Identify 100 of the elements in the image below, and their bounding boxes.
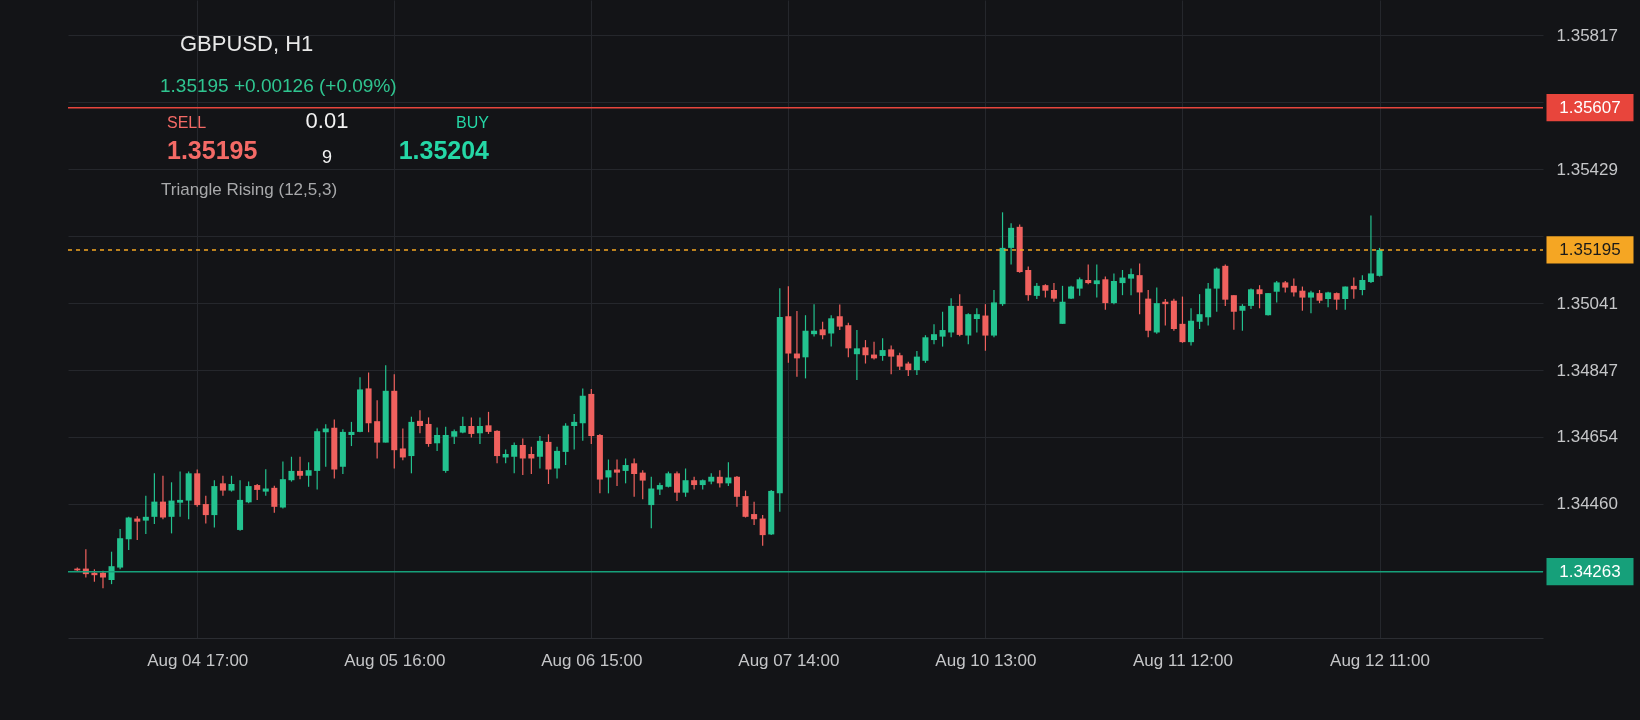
candlestick	[1265, 292, 1272, 317]
candlestick	[1093, 263, 1100, 299]
x-tick-label: Aug 06 15:00	[541, 650, 643, 670]
ref-line-label: 1.34263	[1559, 561, 1621, 581]
candlestick	[159, 475, 166, 520]
annotation: 9	[321, 147, 333, 167]
candlestick	[1059, 285, 1066, 325]
candlestick	[605, 458, 612, 494]
candlestick	[536, 435, 543, 470]
x-tick-label: Aug 12 11:00	[1330, 650, 1430, 670]
x-tick-label: Aug 04 17:00	[147, 650, 249, 670]
candlestick	[288, 456, 295, 483]
candlestick	[151, 472, 158, 525]
candlestick	[1179, 295, 1186, 344]
candlestick	[879, 337, 886, 362]
candlestick	[828, 314, 835, 348]
candlestick	[1256, 284, 1263, 309]
candlestick	[1102, 275, 1109, 311]
candlestick	[271, 485, 278, 514]
candlestick	[648, 476, 655, 529]
candlestick	[177, 471, 184, 518]
candlestick	[1050, 282, 1057, 303]
candlestick	[1230, 294, 1237, 331]
candlestick	[982, 303, 989, 352]
candlestick	[425, 416, 432, 448]
candlestick	[751, 501, 758, 526]
candlestick	[297, 456, 304, 480]
candlestick	[142, 495, 149, 535]
candlestick	[1136, 262, 1143, 315]
candlestick	[476, 416, 483, 445]
candlestick	[434, 426, 441, 452]
candlestick	[485, 411, 492, 435]
candlestick	[519, 437, 526, 476]
candlestick	[134, 515, 141, 541]
annotation: SELL	[167, 114, 207, 131]
candlestick	[1367, 214, 1374, 284]
candlestick	[845, 322, 852, 358]
candlestick	[511, 442, 518, 474]
candlestick	[614, 458, 621, 487]
annotation: Triangle Rising (12,5,3)	[161, 180, 338, 199]
candlestick	[631, 457, 638, 498]
candlestick	[262, 468, 269, 497]
candlestick	[1128, 268, 1135, 296]
candlestick	[322, 423, 329, 468]
candlestick	[416, 409, 423, 434]
annotation: 1.35204	[398, 136, 490, 164]
candlestick	[202, 495, 209, 524]
candlestick	[913, 350, 920, 376]
y-tick-label: 1.35817	[1556, 25, 1618, 45]
candlestick	[108, 551, 115, 585]
candlestick	[99, 570, 106, 589]
candlestick	[399, 427, 406, 461]
candlestick	[1307, 290, 1314, 314]
candlestick	[348, 421, 355, 447]
candlestick	[733, 475, 740, 508]
candlestick	[862, 339, 869, 365]
candlestick	[836, 303, 843, 331]
y-tick-label: 1.34460	[1556, 494, 1618, 514]
candlestick	[1359, 274, 1366, 296]
candlestick	[305, 461, 312, 488]
annotation: 1.35195	[167, 136, 258, 164]
candlestick	[639, 469, 646, 500]
y-tick-label: 1.35429	[1556, 159, 1618, 179]
candlestick	[682, 467, 689, 498]
y-tick-label: 1.35041	[1556, 293, 1618, 313]
text: 1.35195 +0.00126 (+0.09%)	[160, 75, 397, 96]
candlestick	[1239, 303, 1246, 332]
candlestick	[965, 312, 972, 345]
candlestick	[1196, 293, 1203, 330]
candlestick	[973, 307, 980, 334]
candlestick	[219, 475, 226, 497]
candlestick	[1119, 269, 1126, 296]
candlestick	[1008, 222, 1015, 266]
x-tick-label: Aug 05 16:00	[344, 650, 446, 670]
candlestick	[1110, 272, 1117, 305]
candlestick	[656, 482, 663, 496]
candlestick	[125, 516, 132, 551]
y-tick-label: 1.34654	[1556, 427, 1618, 447]
annotation: BUY	[456, 114, 490, 131]
candlestick	[374, 399, 381, 460]
candlestick	[939, 311, 946, 348]
ref-line-label: 1.35195	[1559, 239, 1621, 259]
candlestick	[673, 471, 681, 502]
x-tick-label: Aug 10 13:00	[935, 650, 1037, 670]
candlestick	[554, 446, 561, 480]
x-tick-label: Aug 07 14:00	[738, 650, 840, 670]
ref-line-label: 1.35607	[1559, 97, 1621, 117]
candlestick	[168, 481, 175, 534]
annotation: 0.01	[305, 108, 349, 133]
candlestick	[1299, 285, 1306, 312]
candlestick	[245, 481, 252, 504]
candlestick	[571, 413, 578, 451]
candlestick	[725, 461, 732, 487]
candlestick	[1076, 276, 1083, 297]
candlestick	[1213, 266, 1220, 313]
candlestick	[1188, 307, 1195, 347]
candlestick	[468, 416, 475, 439]
candlestick	[922, 334, 929, 364]
candlestick	[853, 329, 860, 381]
x-tick-label: Aug 11 12:00	[1133, 650, 1233, 670]
